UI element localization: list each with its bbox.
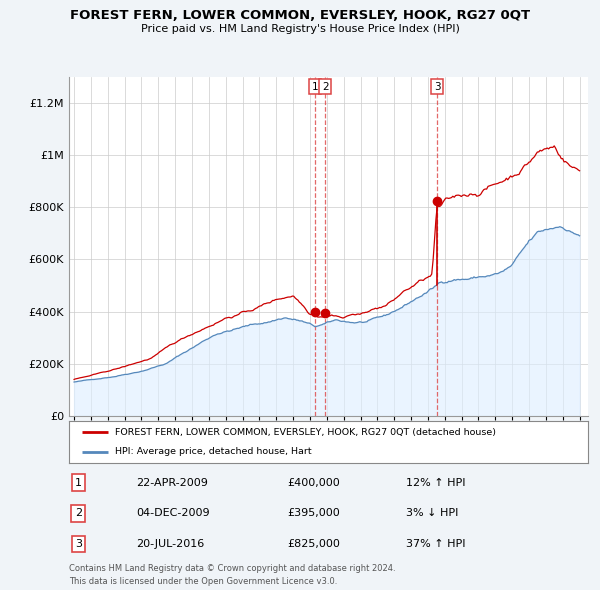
Text: This data is licensed under the Open Government Licence v3.0.: This data is licensed under the Open Gov… [69,577,337,586]
Text: 04-DEC-2009: 04-DEC-2009 [136,509,210,518]
Text: 2: 2 [322,82,329,92]
Text: FOREST FERN, LOWER COMMON, EVERSLEY, HOOK, RG27 0QT (detached house): FOREST FERN, LOWER COMMON, EVERSLEY, HOO… [115,428,496,437]
Text: 20-JUL-2016: 20-JUL-2016 [136,539,205,549]
Text: 3: 3 [75,539,82,549]
Text: 1: 1 [75,478,82,487]
Text: 3% ↓ HPI: 3% ↓ HPI [406,509,459,518]
Text: Contains HM Land Registry data © Crown copyright and database right 2024.: Contains HM Land Registry data © Crown c… [69,564,395,573]
Text: 12% ↑ HPI: 12% ↑ HPI [406,478,466,487]
Text: 2: 2 [75,509,82,518]
Text: 3: 3 [434,82,440,92]
Text: 22-APR-2009: 22-APR-2009 [136,478,208,487]
Text: HPI: Average price, detached house, Hart: HPI: Average price, detached house, Hart [115,447,311,456]
Text: £825,000: £825,000 [287,539,340,549]
Text: 37% ↑ HPI: 37% ↑ HPI [406,539,466,549]
Text: Price paid vs. HM Land Registry's House Price Index (HPI): Price paid vs. HM Land Registry's House … [140,24,460,34]
Text: 1: 1 [311,82,318,92]
Text: £400,000: £400,000 [287,478,340,487]
Text: £395,000: £395,000 [287,509,340,518]
Text: FOREST FERN, LOWER COMMON, EVERSLEY, HOOK, RG27 0QT: FOREST FERN, LOWER COMMON, EVERSLEY, HOO… [70,9,530,22]
